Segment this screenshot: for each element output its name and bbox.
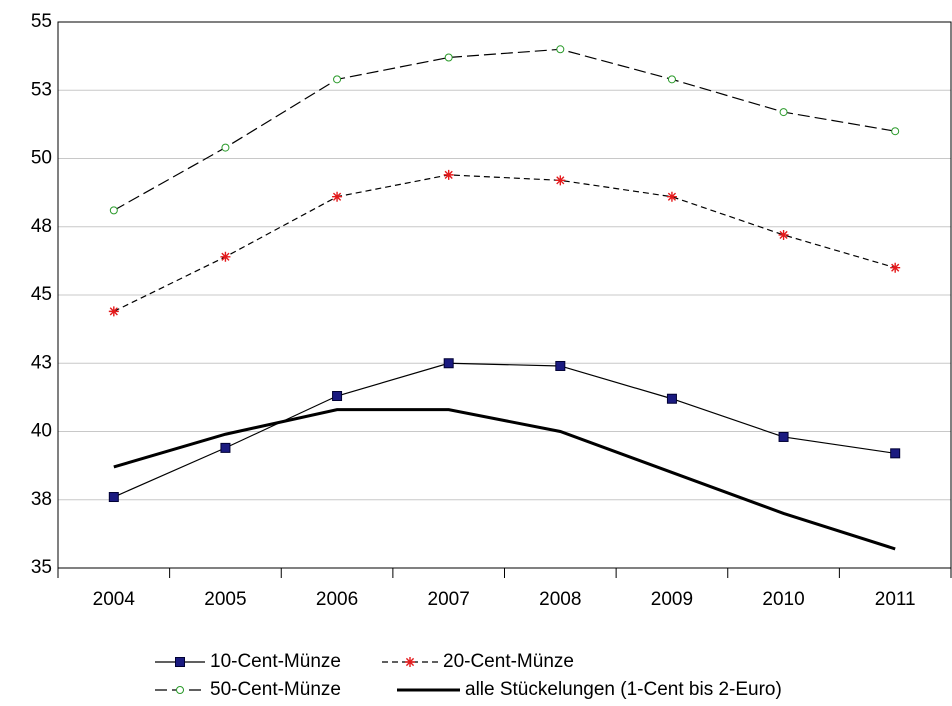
marker — [444, 53, 453, 62]
marker — [666, 191, 677, 202]
y-tick-label: 50 — [31, 148, 52, 169]
y-tick-label: 35 — [31, 557, 52, 578]
legend-marker — [405, 657, 415, 667]
marker — [443, 358, 454, 369]
y-tick-label: 45 — [31, 284, 52, 305]
marker — [443, 169, 454, 180]
marker — [891, 127, 900, 136]
y-tick-label: 48 — [31, 216, 52, 237]
marker — [220, 251, 231, 262]
series-line — [113, 174, 896, 312]
x-tick-label: 2006 — [316, 589, 358, 610]
series-line — [113, 408, 896, 551]
marker — [778, 431, 789, 442]
y-tick-label: 40 — [31, 421, 52, 442]
marker — [221, 143, 230, 152]
x-tick-label: 2007 — [428, 589, 470, 610]
marker — [108, 306, 119, 317]
marker — [890, 262, 901, 273]
marker — [779, 108, 788, 117]
y-tick-label: 53 — [31, 79, 52, 100]
series-line — [113, 362, 896, 498]
legend-label: alle Stückelungen (1-Cent bis 2-Euro) — [465, 679, 782, 700]
marker — [556, 45, 565, 54]
y-tick-label: 38 — [31, 489, 52, 510]
marker — [890, 448, 901, 459]
marker — [555, 360, 566, 371]
marker — [667, 75, 676, 84]
legend-label: 20-Cent-Münze — [443, 651, 574, 672]
x-tick-label: 2008 — [539, 589, 581, 610]
legend-label: 50-Cent-Münze — [210, 679, 341, 700]
y-tick-label: 55 — [31, 11, 52, 32]
series-line — [113, 48, 896, 211]
marker — [108, 492, 119, 503]
marker — [109, 206, 118, 215]
marker — [333, 75, 342, 84]
x-tick-label: 2004 — [93, 589, 136, 610]
marker — [666, 393, 677, 404]
x-tick-label: 2005 — [204, 589, 246, 610]
marker — [778, 229, 789, 240]
x-tick-label: 2011 — [875, 589, 916, 610]
marker — [332, 391, 343, 402]
marker — [332, 191, 343, 202]
y-tick-label: 43 — [31, 352, 52, 373]
x-tick-label: 2009 — [651, 589, 693, 610]
marker — [220, 442, 231, 453]
legend-label: 10-Cent-Münze — [210, 651, 341, 672]
x-tick-label: 2010 — [762, 589, 804, 610]
marker — [555, 175, 566, 186]
legend-marker — [175, 657, 185, 667]
legend-marker — [176, 686, 184, 694]
